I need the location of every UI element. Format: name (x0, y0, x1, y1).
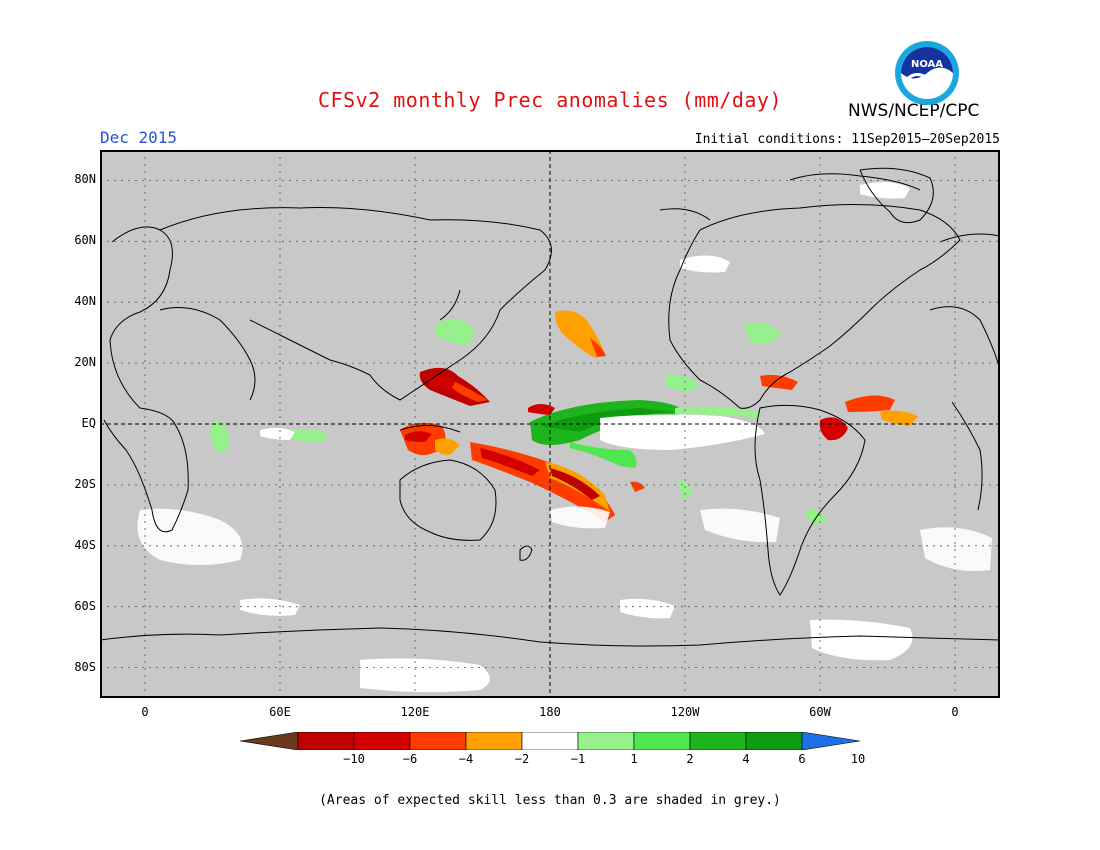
colorbar-label: −10 (343, 752, 365, 766)
colorbar-label: −1 (570, 752, 586, 766)
colorbar-label: 2 (686, 752, 694, 766)
colorbar-segment (745, 732, 803, 750)
lat-label: 80S (74, 659, 96, 674)
anomaly-map (100, 150, 1000, 698)
coastlines (100, 167, 1000, 647)
equator-dateline (100, 150, 1000, 698)
lat-label: 20N (74, 355, 96, 370)
colorbar-high-triangle (801, 732, 860, 750)
colorbar-segment (353, 732, 411, 750)
lat-label: 60S (74, 598, 96, 613)
colorbar-label: −6 (402, 752, 418, 766)
lon-label: 120W (670, 705, 700, 719)
colorbar-label: 10 (850, 752, 866, 766)
colorbar-label: −2 (514, 752, 530, 766)
lat-label: EQ (81, 416, 96, 430)
lon-label: 120E (400, 705, 430, 719)
colorbar-label: −4 (458, 752, 474, 766)
lon-label: 0 (141, 705, 149, 719)
colorbar-low-triangle (240, 732, 299, 750)
lat-label: 40S (74, 537, 96, 552)
noaa-logo: NOAA (895, 41, 959, 105)
colorbar-segment (465, 732, 523, 750)
colorbar-label: 4 (742, 752, 750, 766)
lon-label: 60E (269, 705, 291, 719)
colorbar-label: 1 (630, 752, 638, 766)
lat-label: 40N (74, 294, 96, 309)
colorbar-segment (297, 732, 355, 750)
noaa-logo-text: NOAA (911, 59, 943, 70)
lat-label: 60N (74, 233, 96, 248)
initial-conditions: Initial conditions: 11Sep2015–20Sep2015 (694, 132, 1000, 147)
anomaly-shading (137, 182, 992, 693)
colorbar-segment (689, 732, 747, 750)
colorbar-segment (521, 732, 579, 750)
lon-label: 60W (809, 705, 831, 719)
map-frame (100, 150, 1000, 698)
forecast-month: Dec 2015 (100, 128, 178, 147)
colorbar (240, 732, 860, 750)
colorbar-label: 6 (798, 752, 806, 766)
lon-label: 0 (951, 705, 959, 719)
lat-label: 80N (74, 172, 96, 187)
chart-title: CFSv2 monthly Prec anomalies (mm/day) (317, 88, 783, 112)
lat-label: 20S (74, 476, 96, 491)
colorbar-segment (577, 732, 635, 750)
organization-label: NWS/NCEP/CPC (848, 101, 980, 121)
colorbar-segment (409, 732, 467, 750)
lon-label: 180 (539, 705, 561, 719)
skill-footnote: (Areas of expected skill less than 0.3 a… (319, 793, 781, 808)
colorbar-segment (633, 732, 691, 750)
